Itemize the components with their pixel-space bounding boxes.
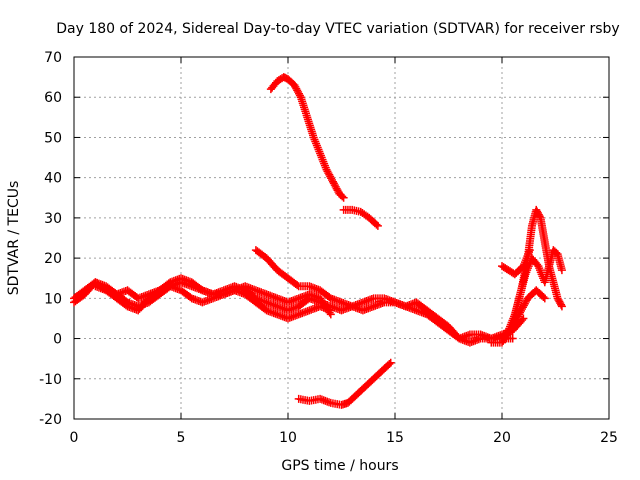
data-point: [507, 324, 516, 333]
data-point: [294, 88, 303, 97]
data-point: [326, 310, 335, 319]
data-point: [540, 294, 549, 303]
series-track-i: [508, 246, 566, 331]
series-track-g: [294, 358, 395, 409]
data-point: [328, 177, 337, 186]
y-tick-label: 60: [44, 90, 62, 106]
data-point: [517, 306, 526, 315]
data-point: [325, 308, 334, 317]
data-point: [525, 246, 534, 255]
grid-layer: [74, 57, 609, 419]
data-layer: [70, 73, 566, 409]
data-point: [328, 175, 337, 184]
data-point: [517, 305, 526, 314]
data-point: [332, 184, 341, 193]
data-point: [329, 179, 338, 188]
data-point: [293, 86, 302, 95]
data-point: [385, 360, 394, 369]
x-tick-label: 0: [70, 430, 79, 446]
data-point: [557, 302, 566, 311]
data-point: [322, 165, 331, 174]
data-point: [511, 317, 520, 326]
data-point: [386, 358, 395, 367]
tick-layer: 0 5 10 15 20 25 -20 -10 0 10 20 30 40 50 60 70: [39, 50, 618, 446]
data-point: [295, 89, 304, 98]
data-point: [557, 300, 566, 309]
x-tick-label: 10: [279, 430, 297, 446]
y-axis-label: SDTVAR / TECUs: [6, 181, 22, 296]
data-point: [508, 334, 517, 343]
data-point: [514, 312, 523, 321]
y-tick-label: 30: [44, 211, 62, 227]
data-point: [325, 170, 334, 179]
data-point: [557, 266, 566, 275]
data-point: [327, 174, 336, 183]
x-axis-label: GPS time / hours: [281, 458, 398, 474]
data-point: [506, 326, 515, 335]
data-point: [508, 322, 517, 331]
series-track-e: [266, 73, 348, 202]
data-point: [295, 91, 304, 100]
y-tick-label: 50: [44, 130, 62, 146]
x-tick-label: 25: [600, 430, 618, 446]
data-point: [535, 212, 544, 221]
data-point: [324, 169, 333, 178]
plot-frame: [73, 56, 610, 420]
y-tick-label: -20: [39, 412, 62, 428]
data-point: [515, 310, 524, 319]
x-tick-label: 5: [177, 430, 186, 446]
data-point: [323, 167, 332, 176]
series-track-j: [487, 286, 549, 347]
x-tick-label: 20: [493, 430, 511, 446]
series-track-f: [339, 205, 382, 230]
data-point: [516, 308, 525, 317]
data-point: [338, 192, 347, 201]
data-point: [331, 182, 340, 191]
data-point: [539, 292, 548, 301]
y-tick-label: 10: [44, 291, 62, 307]
data-point: [518, 303, 527, 312]
series-track-h: [498, 205, 566, 343]
series-track-k: [498, 246, 534, 279]
data-point: [373, 221, 382, 230]
data-point: [333, 186, 342, 195]
y-tick-label: 40: [44, 171, 62, 187]
data-point: [293, 281, 302, 290]
y-tick-label: 0: [53, 332, 62, 348]
data-point: [330, 181, 339, 190]
data-point: [519, 301, 528, 310]
y-tick-label: 20: [44, 251, 62, 267]
data-point: [290, 81, 299, 90]
data-point: [339, 193, 348, 202]
chart-title: Day 180 of 2024, Sidereal Day-to-day VTE…: [56, 21, 619, 37]
data-point: [291, 82, 300, 91]
data-point: [292, 84, 301, 93]
series-track-c: [91, 282, 335, 319]
data-point: [513, 313, 522, 322]
data-point: [512, 315, 521, 324]
data-point: [326, 172, 335, 181]
y-tick-label: -10: [39, 372, 62, 388]
data-point: [510, 319, 519, 328]
data-point: [372, 220, 381, 229]
data-point: [520, 299, 529, 308]
series-track-d: [251, 246, 528, 343]
y-tick-label: 70: [44, 50, 62, 66]
data-point: [509, 321, 518, 330]
x-tick-label: 15: [386, 430, 404, 446]
data-point: [521, 297, 530, 306]
